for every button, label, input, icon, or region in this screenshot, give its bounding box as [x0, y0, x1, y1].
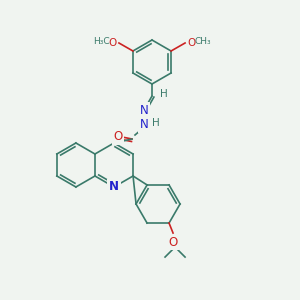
- Text: O: O: [187, 38, 195, 48]
- Text: H₃C: H₃C: [93, 38, 110, 46]
- Text: O: O: [113, 130, 123, 143]
- Text: H: H: [152, 118, 160, 128]
- Text: N: N: [140, 103, 148, 116]
- Text: O: O: [109, 38, 117, 48]
- Text: O: O: [168, 236, 178, 249]
- Text: N: N: [140, 118, 148, 131]
- Text: CH₃: CH₃: [194, 38, 211, 46]
- Text: H: H: [160, 89, 168, 99]
- Text: N: N: [109, 181, 119, 194]
